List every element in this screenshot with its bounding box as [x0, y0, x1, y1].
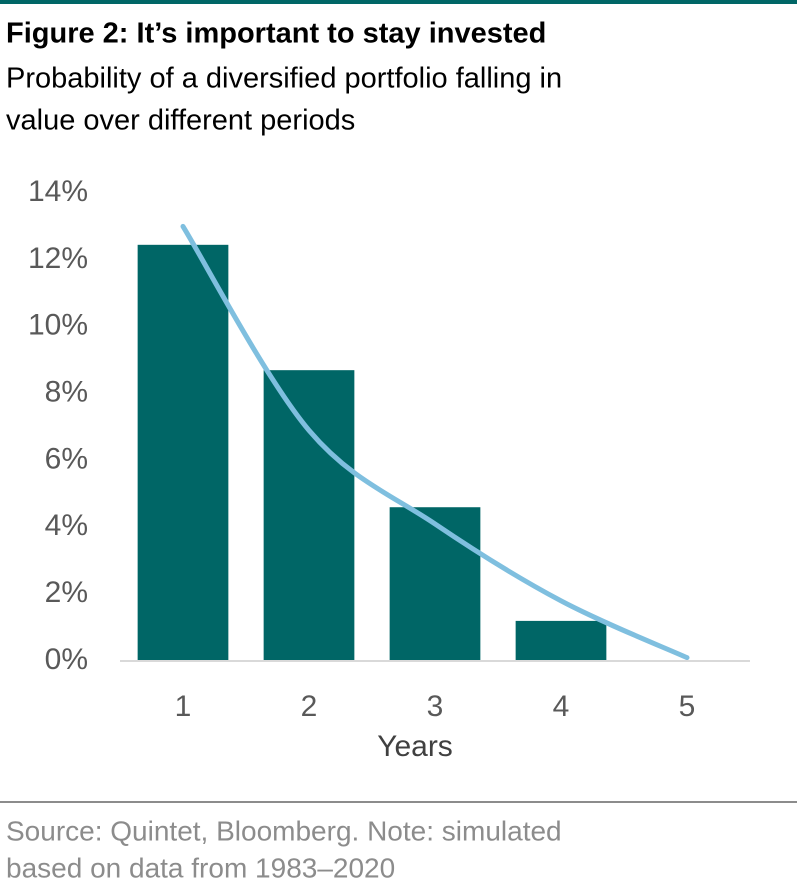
y-tick-label: 10% [28, 309, 88, 342]
y-tick-label: 6% [45, 442, 88, 475]
source: based on data from 1983–2020 [6, 852, 395, 883]
x-tick-label: 5 [679, 690, 696, 723]
trend-line [180, 223, 690, 661]
x-tick-label: 4 [553, 690, 570, 723]
y-tick-label: 2% [45, 576, 88, 609]
y-tick-label: 12% [28, 242, 88, 275]
subtitle: value over different periods [6, 105, 355, 137]
bar [263, 370, 355, 661]
x-tick-label: 2 [301, 690, 318, 723]
x-tick-label: 1 [175, 690, 192, 723]
y-tick-label: 14% [28, 175, 88, 208]
bar [389, 507, 481, 661]
y-tick-label: 0% [45, 643, 88, 676]
top-rule [0, 0, 797, 4]
chart-title: Figure 2: It’s important to stay investe… [6, 18, 546, 50]
subtitle: Probability of a diversified portfolio f… [6, 63, 562, 95]
source: Source: Quintet, Bloomberg. Note: simula… [6, 815, 562, 846]
y-tick-label: 4% [45, 509, 88, 542]
x-tick-label: 3 [427, 690, 444, 723]
y-tick-label: 8% [45, 375, 88, 408]
bar [137, 244, 229, 662]
x-axis-label: Years [377, 730, 453, 763]
bar [515, 620, 607, 661]
